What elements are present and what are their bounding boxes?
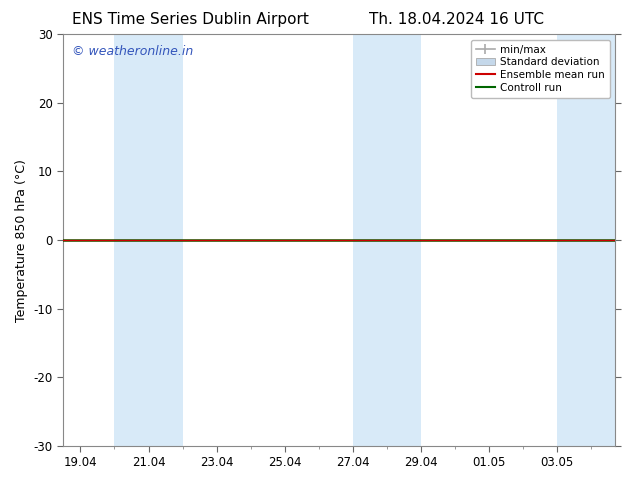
Bar: [115, 34, 183, 446]
Bar: [353, 34, 421, 446]
Legend: min/max, Standard deviation, Ensemble mean run, Controll run: min/max, Standard deviation, Ensemble me…: [470, 40, 610, 98]
Y-axis label: Temperature 850 hPa (°C): Temperature 850 hPa (°C): [15, 159, 28, 321]
Bar: [557, 34, 615, 446]
Text: ENS Time Series Dublin Airport: ENS Time Series Dublin Airport: [72, 12, 309, 27]
Text: © weatheronline.in: © weatheronline.in: [72, 45, 193, 58]
Text: Th. 18.04.2024 16 UTC: Th. 18.04.2024 16 UTC: [369, 12, 544, 27]
